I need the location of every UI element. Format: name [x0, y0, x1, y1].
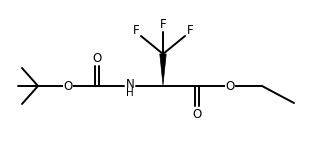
Text: F: F: [187, 24, 193, 36]
Text: F: F: [133, 24, 139, 36]
Text: O: O: [93, 52, 102, 64]
Text: O: O: [192, 107, 202, 121]
Text: N: N: [126, 79, 134, 91]
Text: H: H: [126, 88, 134, 98]
Polygon shape: [160, 54, 166, 85]
Text: O: O: [63, 79, 73, 92]
Text: F: F: [160, 18, 166, 30]
Text: O: O: [226, 79, 235, 92]
